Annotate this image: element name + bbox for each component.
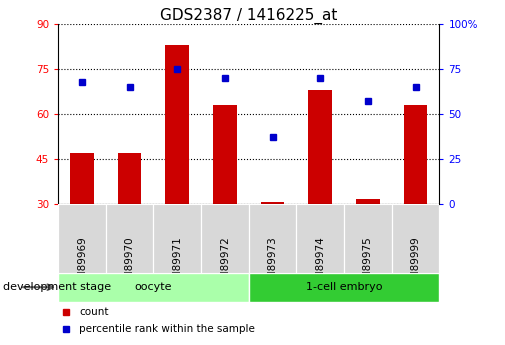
Bar [201, 204, 249, 273]
Title: GDS2387 / 1416225_at: GDS2387 / 1416225_at [160, 8, 337, 24]
Text: GSM89999: GSM89999 [411, 237, 421, 293]
Text: GSM89969: GSM89969 [77, 237, 87, 293]
Text: count: count [79, 307, 109, 317]
Bar [308, 90, 332, 204]
Text: GSM89971: GSM89971 [172, 237, 182, 293]
Bar [165, 45, 189, 204]
Bar [58, 273, 249, 302]
Text: GSM89973: GSM89973 [268, 237, 278, 293]
Text: oocyte: oocyte [135, 282, 172, 292]
Bar [118, 153, 141, 204]
Text: development stage: development stage [3, 282, 111, 292]
Bar [154, 204, 201, 273]
Bar [249, 273, 439, 302]
Text: 1-cell embryo: 1-cell embryo [306, 282, 382, 292]
Bar [344, 204, 392, 273]
Text: GSM89970: GSM89970 [125, 237, 134, 293]
Bar [58, 204, 106, 273]
Bar [403, 105, 427, 204]
Bar [106, 204, 154, 273]
Bar [261, 202, 284, 204]
Bar [70, 153, 94, 204]
Text: GSM89975: GSM89975 [363, 237, 373, 293]
Bar [296, 204, 344, 273]
Bar [392, 204, 439, 273]
Text: GSM89974: GSM89974 [315, 237, 325, 293]
Text: GSM89972: GSM89972 [220, 237, 230, 293]
Bar [213, 105, 237, 204]
Bar [249, 204, 296, 273]
Bar [356, 199, 380, 204]
Text: percentile rank within the sample: percentile rank within the sample [79, 325, 255, 334]
